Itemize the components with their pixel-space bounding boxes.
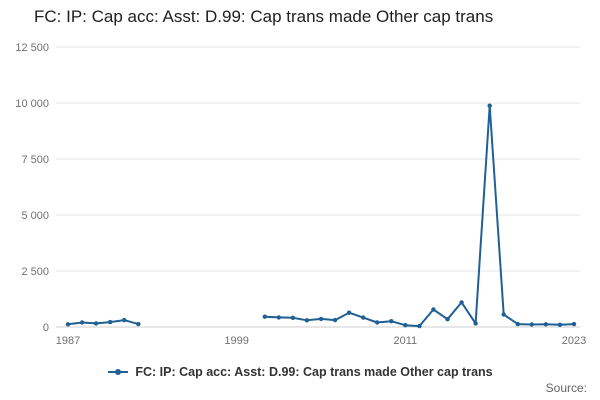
data-point-marker xyxy=(557,322,563,327)
data-point-marker xyxy=(473,321,478,326)
data-point-marker xyxy=(389,319,394,324)
data-point-marker xyxy=(65,322,71,327)
y-tick-label: 12 500 xyxy=(15,42,49,54)
x-tick-label: 2011 xyxy=(394,335,418,347)
data-point-marker xyxy=(332,317,338,323)
data-point-marker xyxy=(262,314,267,319)
series-line xyxy=(263,104,575,328)
data-point-marker xyxy=(515,321,520,327)
data-point-marker xyxy=(361,315,366,320)
data-point-marker xyxy=(346,310,352,315)
data-point-marker xyxy=(93,321,99,326)
data-point-marker xyxy=(501,312,506,317)
data-point-marker xyxy=(276,315,281,320)
data-point-marker xyxy=(571,321,577,327)
data-point-marker xyxy=(431,307,436,312)
data-point-marker xyxy=(290,315,296,320)
y-tick-label: 2 500 xyxy=(21,266,49,278)
series-line xyxy=(67,319,140,326)
y-tick-label: 0 xyxy=(43,322,49,334)
data-point-marker xyxy=(136,321,141,327)
source-label: Source: xyxy=(545,381,587,395)
x-tick-label: 2023 xyxy=(562,335,586,347)
data-point-marker xyxy=(529,322,534,327)
data-point-marker xyxy=(79,320,85,325)
data-point-marker xyxy=(543,322,549,327)
data-point-marker xyxy=(318,316,324,322)
x-tick-label: 1987 xyxy=(56,335,80,347)
data-point-marker xyxy=(487,103,492,108)
data-point-marker xyxy=(122,317,127,323)
data-series xyxy=(65,103,577,329)
y-tick-label: 10 000 xyxy=(15,98,49,110)
data-point-marker xyxy=(375,320,380,325)
data-point-marker xyxy=(304,318,310,323)
legend-line-marker-icon xyxy=(108,369,129,375)
chart-title: FC: IP: Cap acc: Asst: D.99: Cap trans m… xyxy=(34,7,494,26)
y-tick-label: 5 000 xyxy=(21,210,49,222)
data-point-marker xyxy=(108,319,113,325)
y-tick-label: 7 500 xyxy=(21,154,49,166)
data-point-marker xyxy=(403,323,408,328)
gridlines xyxy=(56,46,580,328)
data-point-marker xyxy=(459,300,464,305)
data-point-marker xyxy=(417,323,422,329)
legend-label: FC: IP: Cap acc: Asst: D.99: Cap trans m… xyxy=(135,365,493,379)
line-chart: 0 2 500 5 000 7 500 10 000 12 500 1987 1999 2011… xyxy=(15,42,586,347)
legend-item[interactable]: FC: IP: Cap acc: Asst: D.99: Cap trans m… xyxy=(0,361,600,383)
data-point-marker xyxy=(445,317,450,322)
x-tick-label: 1999 xyxy=(224,335,248,347)
